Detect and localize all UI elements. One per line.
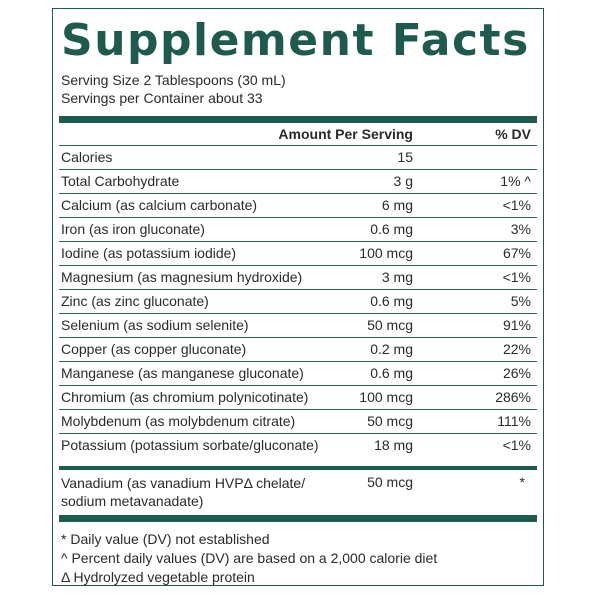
header-amount-per-serving: Amount Per Serving (278, 126, 413, 142)
nutrient-row-magnesium: Magnesium (as magnesium hydroxide) 3 mg … (59, 265, 537, 289)
servings-per-container: Servings per Container about 33 (61, 90, 263, 106)
nutrient-name: Zinc (as zinc gluconate) (61, 293, 209, 309)
nutrient-row-calcium: Calcium (as calcium carbonate) 6 mg <1% (59, 193, 537, 217)
nutrient-dv: 111% (497, 413, 531, 429)
nutrient-dv: 5% (510, 293, 531, 309)
nutrient-dv: 286% (495, 389, 531, 405)
nutrient-amount: 6 mg (381, 197, 413, 213)
thick-divider-top (59, 116, 537, 123)
nutrient-amount: 3 g (393, 173, 413, 189)
nutrient-amount: 0.6 mg (370, 221, 413, 237)
footnote-hydrolyzed-protein: Δ Hydrolyzed vegetable protein (61, 569, 255, 585)
nutrient-amount: 18 mg (374, 437, 413, 453)
nutrient-amount: 50 mcg (367, 413, 413, 429)
vanadium-name-line1: Vanadium (as vanadium HVPΔ chelate/ (61, 475, 306, 491)
nutrient-name: Calcium (as calcium carbonate) (61, 197, 258, 213)
nutrient-row-calories: Calories 15 (59, 145, 537, 169)
nutrient-dv: 3% (510, 221, 531, 237)
nutrient-name: Iodine (as potassium iodide) (61, 245, 237, 261)
nutrient-table: Calories 15 Total Carbohydrate 3 g 1% ^ … (59, 145, 537, 457)
nutrient-dv: 91% (502, 317, 531, 333)
nutrient-name: Manganese (as manganese gluconate) (61, 365, 304, 381)
nutrient-amount: 100 mcg (359, 389, 413, 405)
supplement-facts-panel: Supplement Facts Serving Size 2 Tablespo… (52, 8, 544, 586)
nutrient-name: Calories (61, 149, 113, 165)
nutrient-amount: 100 mcg (359, 245, 413, 261)
header-percent-dv: % DV (495, 126, 531, 142)
nutrient-row-potassium: Potassium (potassium sorbate/gluconate) … (59, 433, 537, 457)
nutrient-amount: 50 mcg (367, 317, 413, 333)
nutrient-row-manganese: Manganese (as manganese gluconate) 0.6 m… (59, 361, 537, 385)
nutrient-dv: * (519, 474, 525, 490)
nutrient-name: Potassium (potassium sorbate/gluconate) (61, 437, 319, 453)
nutrient-name: Molybdenum (as molybdenum citrate) (61, 413, 296, 429)
nutrient-dv: 22% (502, 341, 531, 357)
thick-divider-bottom (59, 515, 537, 522)
nutrient-dv: 26% (502, 365, 531, 381)
nutrient-dv: 67% (502, 245, 531, 261)
panel-title: Supplement Facts (61, 15, 530, 66)
nutrient-dv: <1% (502, 437, 531, 453)
nutrient-amount: 15 (397, 149, 413, 165)
footnote-calorie-diet: ^ Percent daily values (DV) are based on… (61, 550, 438, 566)
nutrient-amount: 50 mcg (367, 474, 413, 490)
nutrient-row-zinc: Zinc (as zinc gluconate) 0.6 mg 5% (59, 289, 537, 313)
nutrient-dv: 1% ^ (500, 173, 531, 189)
nutrient-dv: <1% (502, 269, 531, 285)
nutrient-amount: 0.2 mg (370, 341, 413, 357)
nutrient-row-selenium: Selenium (as sodium selenite) 50 mcg 91% (59, 313, 537, 337)
nutrient-name: Iron (as iron gluconate) (61, 221, 205, 237)
nutrient-row-vanadium: Vanadium (as vanadium HVPΔ chelate/ sodi… (59, 472, 537, 514)
footnote-dv-not-established: * Daily value (DV) not established (61, 531, 270, 547)
nutrient-row-copper: Copper (as copper gluconate) 0.2 mg 22% (59, 337, 537, 361)
nutrient-amount: 0.6 mg (370, 365, 413, 381)
nutrient-name: Magnesium (as magnesium hydroxide) (61, 269, 303, 285)
nutrient-name: Chromium (as chromium polynicotinate) (61, 389, 309, 405)
serving-size: Serving Size 2 Tablespoons (30 mL) (61, 72, 286, 88)
nutrient-name: Total Carbohydrate (61, 173, 180, 189)
nutrient-row-iron: Iron (as iron gluconate) 0.6 mg 3% (59, 217, 537, 241)
medium-divider (59, 466, 537, 470)
nutrient-amount: 0.6 mg (370, 293, 413, 309)
vanadium-name-line2: sodium metavanadate) (61, 493, 204, 509)
nutrient-row-molybdenum: Molybdenum (as molybdenum citrate) 50 mc… (59, 409, 537, 433)
nutrient-name: Selenium (as sodium selenite) (61, 317, 249, 333)
nutrient-dv: <1% (502, 197, 531, 213)
nutrient-row-total-carbohydrate: Total Carbohydrate 3 g 1% ^ (59, 169, 537, 193)
nutrient-name: Vanadium (as vanadium HVPΔ chelate/ sodi… (61, 474, 305, 510)
nutrient-row-iodine: Iodine (as potassium iodide) 100 mcg 67% (59, 241, 537, 265)
nutrient-name: Copper (as copper gluconate) (61, 341, 247, 357)
nutrient-row-chromium: Chromium (as chromium polynicotinate) 10… (59, 385, 537, 409)
nutrient-amount: 3 mg (381, 269, 413, 285)
